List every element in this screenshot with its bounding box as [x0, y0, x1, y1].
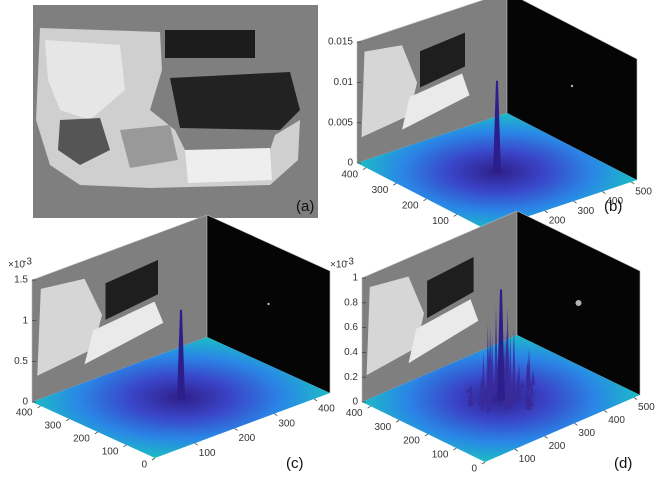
- axis-multiplier-exponent: -3: [345, 257, 354, 268]
- x-tick-label: 100: [432, 450, 449, 461]
- x-tick-label: 200: [402, 200, 419, 211]
- y-tick: [235, 428, 238, 430]
- y-tick: [545, 436, 548, 438]
- x-tick-label: 300: [44, 421, 61, 432]
- x-tick: [363, 168, 366, 170]
- x-tick-label: 100: [102, 447, 119, 458]
- z-tick-label: 0.015: [328, 37, 353, 48]
- y-tick-label: 200: [239, 433, 256, 444]
- y-tick-label: 400: [608, 415, 625, 426]
- z-tick-label: 0.2: [344, 372, 358, 383]
- x-tick-label: 100: [432, 216, 449, 227]
- y-tick: [515, 449, 518, 451]
- panel-label: (b): [604, 198, 622, 215]
- figure: (a)00.0050.010.0150100200300400100200300…: [0, 0, 661, 479]
- x-tick: [482, 462, 485, 464]
- z-tick-label: 1: [22, 315, 28, 326]
- x-tick-label: 0: [141, 460, 147, 471]
- y-tick-label: 400: [318, 404, 335, 415]
- z-tick-label: 0: [352, 397, 358, 408]
- z-tick-label: 0.4: [344, 347, 358, 358]
- y-tick-label: 500: [638, 402, 655, 413]
- y-tick-label: 300: [278, 418, 295, 429]
- x-tick: [454, 214, 457, 216]
- y-tick-label: 200: [549, 441, 566, 452]
- z-tick-label: 0.01: [334, 77, 354, 88]
- x-tick-label: 200: [403, 436, 420, 447]
- x-tick-label: 300: [372, 185, 389, 196]
- x-tick: [368, 406, 371, 408]
- x-tick: [123, 445, 126, 447]
- z-tick-label: 0.6: [344, 322, 358, 333]
- x-tick: [396, 420, 399, 422]
- y-tick: [195, 443, 198, 445]
- y-tick: [274, 414, 277, 416]
- x-tick-label: 400: [341, 169, 358, 180]
- panel-label: (a): [296, 198, 314, 215]
- z-tick-label: 0.5: [14, 356, 28, 367]
- x-tick: [95, 432, 98, 434]
- x-tick: [425, 434, 428, 436]
- x-tick-label: 400: [16, 408, 33, 419]
- x-tick: [152, 458, 155, 460]
- y-tick: [602, 192, 605, 194]
- monitor: [170, 72, 300, 130]
- x-tick: [453, 448, 456, 450]
- y-tick-label: 300: [578, 428, 595, 439]
- y-tick: [574, 423, 577, 425]
- y-tick-label: 100: [199, 448, 216, 459]
- y-tick: [631, 182, 634, 184]
- panel-label: (d): [614, 455, 632, 472]
- y-tick-label: 100: [519, 454, 536, 465]
- y-tick: [545, 211, 548, 213]
- panel-a-image: [33, 5, 318, 218]
- z-tick-label: 1.5: [14, 275, 28, 286]
- y-tick-label: 300: [578, 206, 595, 217]
- panel-label: (c): [286, 455, 304, 472]
- x-tick: [66, 419, 69, 421]
- z-tick-label: 0.005: [328, 117, 353, 128]
- x-tick-label: 0: [471, 464, 477, 475]
- spectrum-dot: [571, 85, 573, 87]
- axis-multiplier-exponent: -3: [23, 257, 32, 268]
- x-tick: [424, 199, 427, 201]
- y-tick: [574, 201, 577, 203]
- spectrum-dot: [576, 300, 582, 306]
- z-tick-label: 1: [352, 273, 358, 284]
- monitor: [165, 30, 255, 58]
- y-tick: [634, 398, 637, 400]
- x-tick: [38, 406, 41, 408]
- y-tick: [604, 410, 607, 412]
- x-tick: [393, 183, 396, 185]
- x-tick-label: 400: [346, 408, 363, 419]
- y-tick: [314, 399, 317, 401]
- y-tick-label: 200: [549, 215, 566, 226]
- keyboard: [185, 148, 272, 183]
- x-tick-label: 200: [73, 434, 90, 445]
- z-tick-label: 0.8: [344, 297, 358, 308]
- z-tick-label: 0: [347, 158, 353, 169]
- x-tick-label: 300: [374, 422, 391, 433]
- y-tick-label: 500: [635, 187, 652, 198]
- z-tick-label: 0: [22, 397, 28, 408]
- spectrum-dot: [267, 303, 269, 305]
